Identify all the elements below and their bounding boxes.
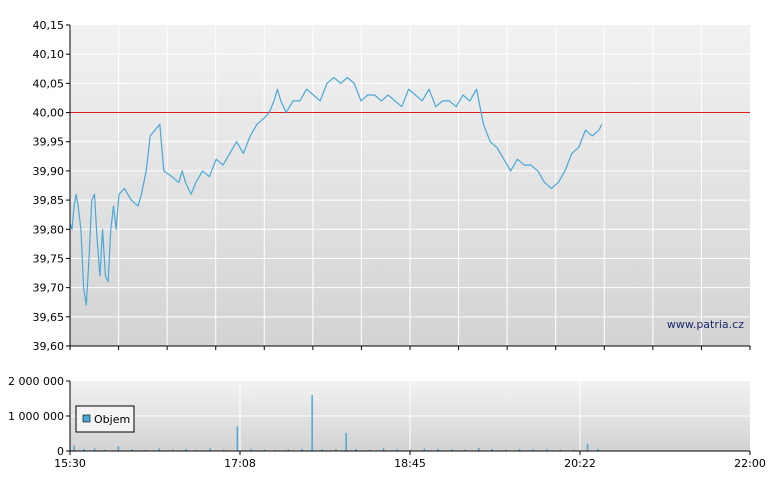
volume-bar: [410, 449, 412, 451]
price-y-tick-label: 40,00: [33, 107, 65, 120]
volume-bar: [437, 448, 439, 451]
volume-bar: [532, 449, 534, 452]
volume-bar: [236, 426, 239, 451]
price-y-tick-label: 39,95: [33, 136, 65, 149]
volume-panel: 2 000 000 1 000 000 015:30 17:08 18:45 20:22 2…: [8, 375, 766, 470]
volume-legend: Objem: [75, 405, 135, 433]
price-y-tick-label: 40,05: [33, 77, 65, 90]
volume-bar: [586, 444, 589, 451]
volume-bar: [505, 449, 507, 451]
volume-bar: [423, 448, 426, 451]
legend-swatch: [82, 414, 91, 423]
volume-bar: [491, 448, 494, 451]
volume-bar: [83, 448, 86, 451]
x-tick-label: 17:08: [224, 457, 256, 470]
volume-y-tick-label: 1 000 000: [8, 410, 64, 423]
volume-bar: [396, 449, 398, 452]
watermark: www.patria.cz: [667, 318, 744, 331]
x-tick-label: 18:45: [394, 457, 426, 470]
volume-bar: [518, 448, 521, 451]
volume-bar: [195, 449, 198, 451]
volume-bar: [104, 449, 106, 451]
volume-bar: [144, 449, 147, 451]
price-y-tick-label: 39,60: [33, 340, 65, 353]
volume-bar: [464, 449, 466, 451]
volume-bar: [382, 448, 385, 451]
volume-bar: [335, 448, 337, 451]
volume-bar: [93, 448, 96, 451]
legend-label: Objem: [94, 413, 130, 426]
volume-bar: [263, 449, 266, 451]
volume-bar: [559, 449, 562, 451]
volume-bar: [597, 448, 599, 451]
volume-bar: [274, 449, 276, 451]
volume-bar: [546, 448, 548, 451]
volume-bar: [478, 447, 480, 451]
volume-bar: [311, 395, 313, 451]
volume-bar: [131, 449, 133, 452]
volume-bar: [321, 449, 324, 452]
price-y-tick-label: 39,90: [33, 165, 65, 178]
x-tick-label: 22:00: [734, 457, 766, 470]
volume-y-tick-label: 0: [57, 445, 64, 458]
price-y-tick-label: 39,85: [33, 194, 65, 207]
volume-bar: [369, 449, 371, 451]
volume-bar: [573, 449, 575, 451]
x-tick-label: 15:30: [54, 457, 86, 470]
volume-bar: [450, 449, 453, 452]
volume-bar: [172, 449, 174, 451]
volume-bar: [345, 432, 347, 451]
x-tick-label: 20:22: [564, 457, 596, 470]
price-y-tick-label: 39,75: [33, 252, 65, 265]
price-y-tick-label: 39,65: [33, 311, 65, 324]
price-y-tick-label: 40,10: [33, 48, 65, 61]
price-y-tick-label: 39,70: [33, 282, 65, 295]
price-y-tick-label: 40,15: [33, 19, 65, 32]
volume-bar: [250, 448, 252, 451]
volume-bar: [355, 448, 358, 451]
volume-y-tick-label: 2 000 000: [8, 375, 64, 388]
volume-bar: [287, 449, 290, 452]
volume-bar: [301, 448, 303, 451]
volume-bar: [117, 446, 120, 451]
price-line: [69, 76, 603, 306]
volume-bar: [158, 448, 160, 451]
volume-bar: [73, 445, 75, 451]
price-panel: 40,15 40,10 40,05 40,00 39,95 39,90 39,85 39,80…: [33, 19, 751, 353]
price-y-tick-label: 39,80: [33, 223, 65, 236]
volume-bar: [209, 448, 211, 451]
volume-bar: [185, 448, 188, 451]
volume-bar: [223, 449, 225, 451]
